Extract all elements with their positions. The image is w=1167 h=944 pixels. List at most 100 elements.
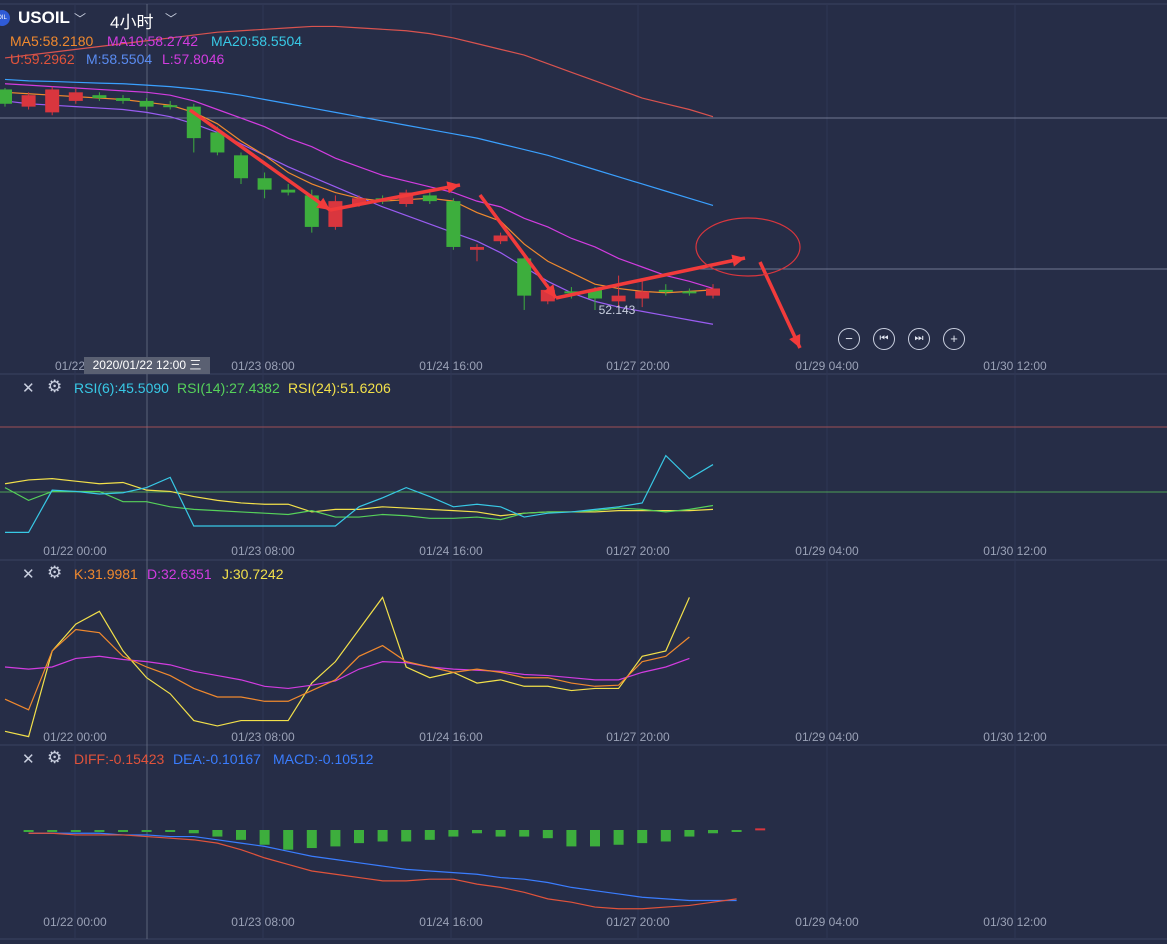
macd-x-tick-label: 01/24 16:00 xyxy=(419,915,483,929)
trend-arrow-head xyxy=(789,334,801,348)
main-x-tick-label: 01/30 12:00 xyxy=(983,359,1047,373)
rsi6-label: RSI(6):45.5090 xyxy=(74,380,169,396)
macd-histogram-bar xyxy=(519,830,530,837)
trend-arrow-head xyxy=(731,254,745,267)
scroll-next-button[interactable]: ⏭ xyxy=(908,328,930,350)
scroll-prev-button[interactable]: ⏮ xyxy=(873,328,895,350)
kdj-j-label: J:30.7242 xyxy=(222,566,284,582)
candle-body xyxy=(706,288,720,296)
main-x-tick-label: 01/24 16:00 xyxy=(419,359,483,373)
rsi24-label: RSI(24):51.6206 xyxy=(288,380,391,396)
macd-settings-gear-icon[interactable]: ⚙ xyxy=(47,748,63,767)
candle-body xyxy=(139,100,154,107)
rsi-x-tick-label: 01/27 20:00 xyxy=(606,544,670,558)
macd-histogram-bar xyxy=(448,830,459,837)
symbol-chevron-down-icon[interactable]: ﹀ xyxy=(74,12,87,26)
candle-body xyxy=(116,98,130,101)
macd-histogram-bar xyxy=(731,830,742,832)
kdj-x-tick-label: 01/23 08:00 xyxy=(231,730,295,744)
boll-lower-label: L:57.8046 xyxy=(162,51,225,67)
macd-histogram-bar xyxy=(330,830,341,847)
trend-arrow-head xyxy=(543,284,556,298)
symbol-name[interactable]: USOIL xyxy=(18,8,70,27)
macd-histogram-bar xyxy=(165,830,176,832)
trend-arrow-head xyxy=(316,197,330,210)
macd-histogram-bar xyxy=(708,830,718,834)
candle-body xyxy=(257,178,272,190)
rsi-settings-gear-icon[interactable]: ⚙ xyxy=(47,377,63,396)
macd-x-tick-label: 01/22 00:00 xyxy=(43,915,107,929)
macd-histogram-bar xyxy=(613,830,624,845)
candle-body xyxy=(422,195,437,202)
zoom-in-button[interactable]: + xyxy=(943,328,965,350)
candle-body xyxy=(0,89,12,104)
period-selector[interactable]: 4小时 xyxy=(110,13,154,32)
ma10-series-line xyxy=(4,83,714,290)
candle-body xyxy=(446,201,461,247)
rsi6-series-line xyxy=(5,454,714,534)
macd-histogram-bar xyxy=(590,830,600,847)
kdj-x-tick-label: 01/30 12:00 xyxy=(983,730,1047,744)
macd-x-tick-label: 01/29 04:00 xyxy=(795,915,859,929)
macd-histogram-bar xyxy=(684,830,695,837)
kdj-x-tick-label: 01/27 20:00 xyxy=(606,730,670,744)
candle-body xyxy=(352,198,366,204)
macd-dea-series-line xyxy=(28,832,737,902)
main-x-tick-label: 01/29 04:00 xyxy=(795,359,859,373)
main-x-tick-label: 01/27 20:00 xyxy=(606,359,670,373)
macd-histogram-bar xyxy=(566,830,577,847)
period-chevron-down-icon[interactable]: ﹀ xyxy=(165,12,178,26)
macd-histogram-bar xyxy=(23,830,34,832)
kdj-close-icon[interactable]: ✕ xyxy=(22,566,35,583)
rsi-x-tick-label: 01/30 12:00 xyxy=(983,544,1047,558)
macd-histogram-bar xyxy=(542,830,553,839)
macd-histogram-bar xyxy=(424,830,435,840)
rsi14-series-line xyxy=(4,487,714,521)
annotation-circle xyxy=(695,217,801,277)
candle-body xyxy=(399,192,414,204)
macd-histogram-bar xyxy=(401,830,412,842)
rsi-x-tick-label: 01/22 00:00 xyxy=(43,544,107,558)
macd-histogram-bar xyxy=(94,830,105,832)
macd-x-tick-label: 01/23 08:00 xyxy=(231,915,295,929)
trend-arrow-line xyxy=(188,108,332,212)
candle-body xyxy=(470,246,484,250)
macd-histogram-bar xyxy=(755,828,766,831)
kdj-settings-gear-icon[interactable]: ⚙ xyxy=(47,563,63,582)
macd-histogram-bar xyxy=(47,830,58,832)
candle-body xyxy=(68,92,83,101)
candle-body xyxy=(21,95,36,107)
macd-histogram-bar xyxy=(236,830,246,840)
boll-upper-series-line xyxy=(4,25,714,118)
macd-value-label: MACD:-0.10512 xyxy=(273,751,374,767)
macd-histogram-bar xyxy=(637,830,648,844)
macd-diff-label: DIFF:-0.15423 xyxy=(74,751,165,767)
kdj-j-series-line xyxy=(4,596,690,738)
kdj-k-label: K:31.9981 xyxy=(74,566,138,582)
kdj-x-tick-label: 01/29 04:00 xyxy=(795,730,859,744)
candle-body xyxy=(328,201,343,227)
ma10-label: MA10:58.2742 xyxy=(107,33,199,49)
ma20-series-line xyxy=(4,78,714,207)
rsi24-series-line xyxy=(4,478,714,517)
macd-close-icon[interactable]: ✕ xyxy=(22,751,35,768)
macd-x-tick-label: 01/30 12:00 xyxy=(983,915,1047,929)
macd-dea-label: DEA:-0.10167 xyxy=(173,751,261,767)
top-header: OIL USOIL ﹀ 4小时 ﹀ xyxy=(0,0,1167,36)
symbol-badge-icon: OIL xyxy=(0,10,10,26)
macd-histogram-bar xyxy=(283,830,294,850)
main-x-tick-label: 01/23 08:00 xyxy=(231,359,295,373)
candle-body xyxy=(517,258,532,296)
macd-histogram-bar xyxy=(118,830,128,832)
rsi-x-tick-label: 01/23 08:00 xyxy=(231,544,295,558)
candle-body xyxy=(493,235,508,242)
rsi-close-icon[interactable]: ✕ xyxy=(22,380,35,397)
kdj-x-tick-label: 01/22 00:00 xyxy=(43,730,107,744)
zoom-out-button[interactable]: − xyxy=(838,328,860,350)
candle-body xyxy=(45,89,60,113)
rsi-x-tick-label: 01/29 04:00 xyxy=(795,544,859,558)
macd-histogram-bar xyxy=(472,830,482,834)
kdj-d-series-line xyxy=(4,655,690,690)
candle-body xyxy=(564,291,579,294)
